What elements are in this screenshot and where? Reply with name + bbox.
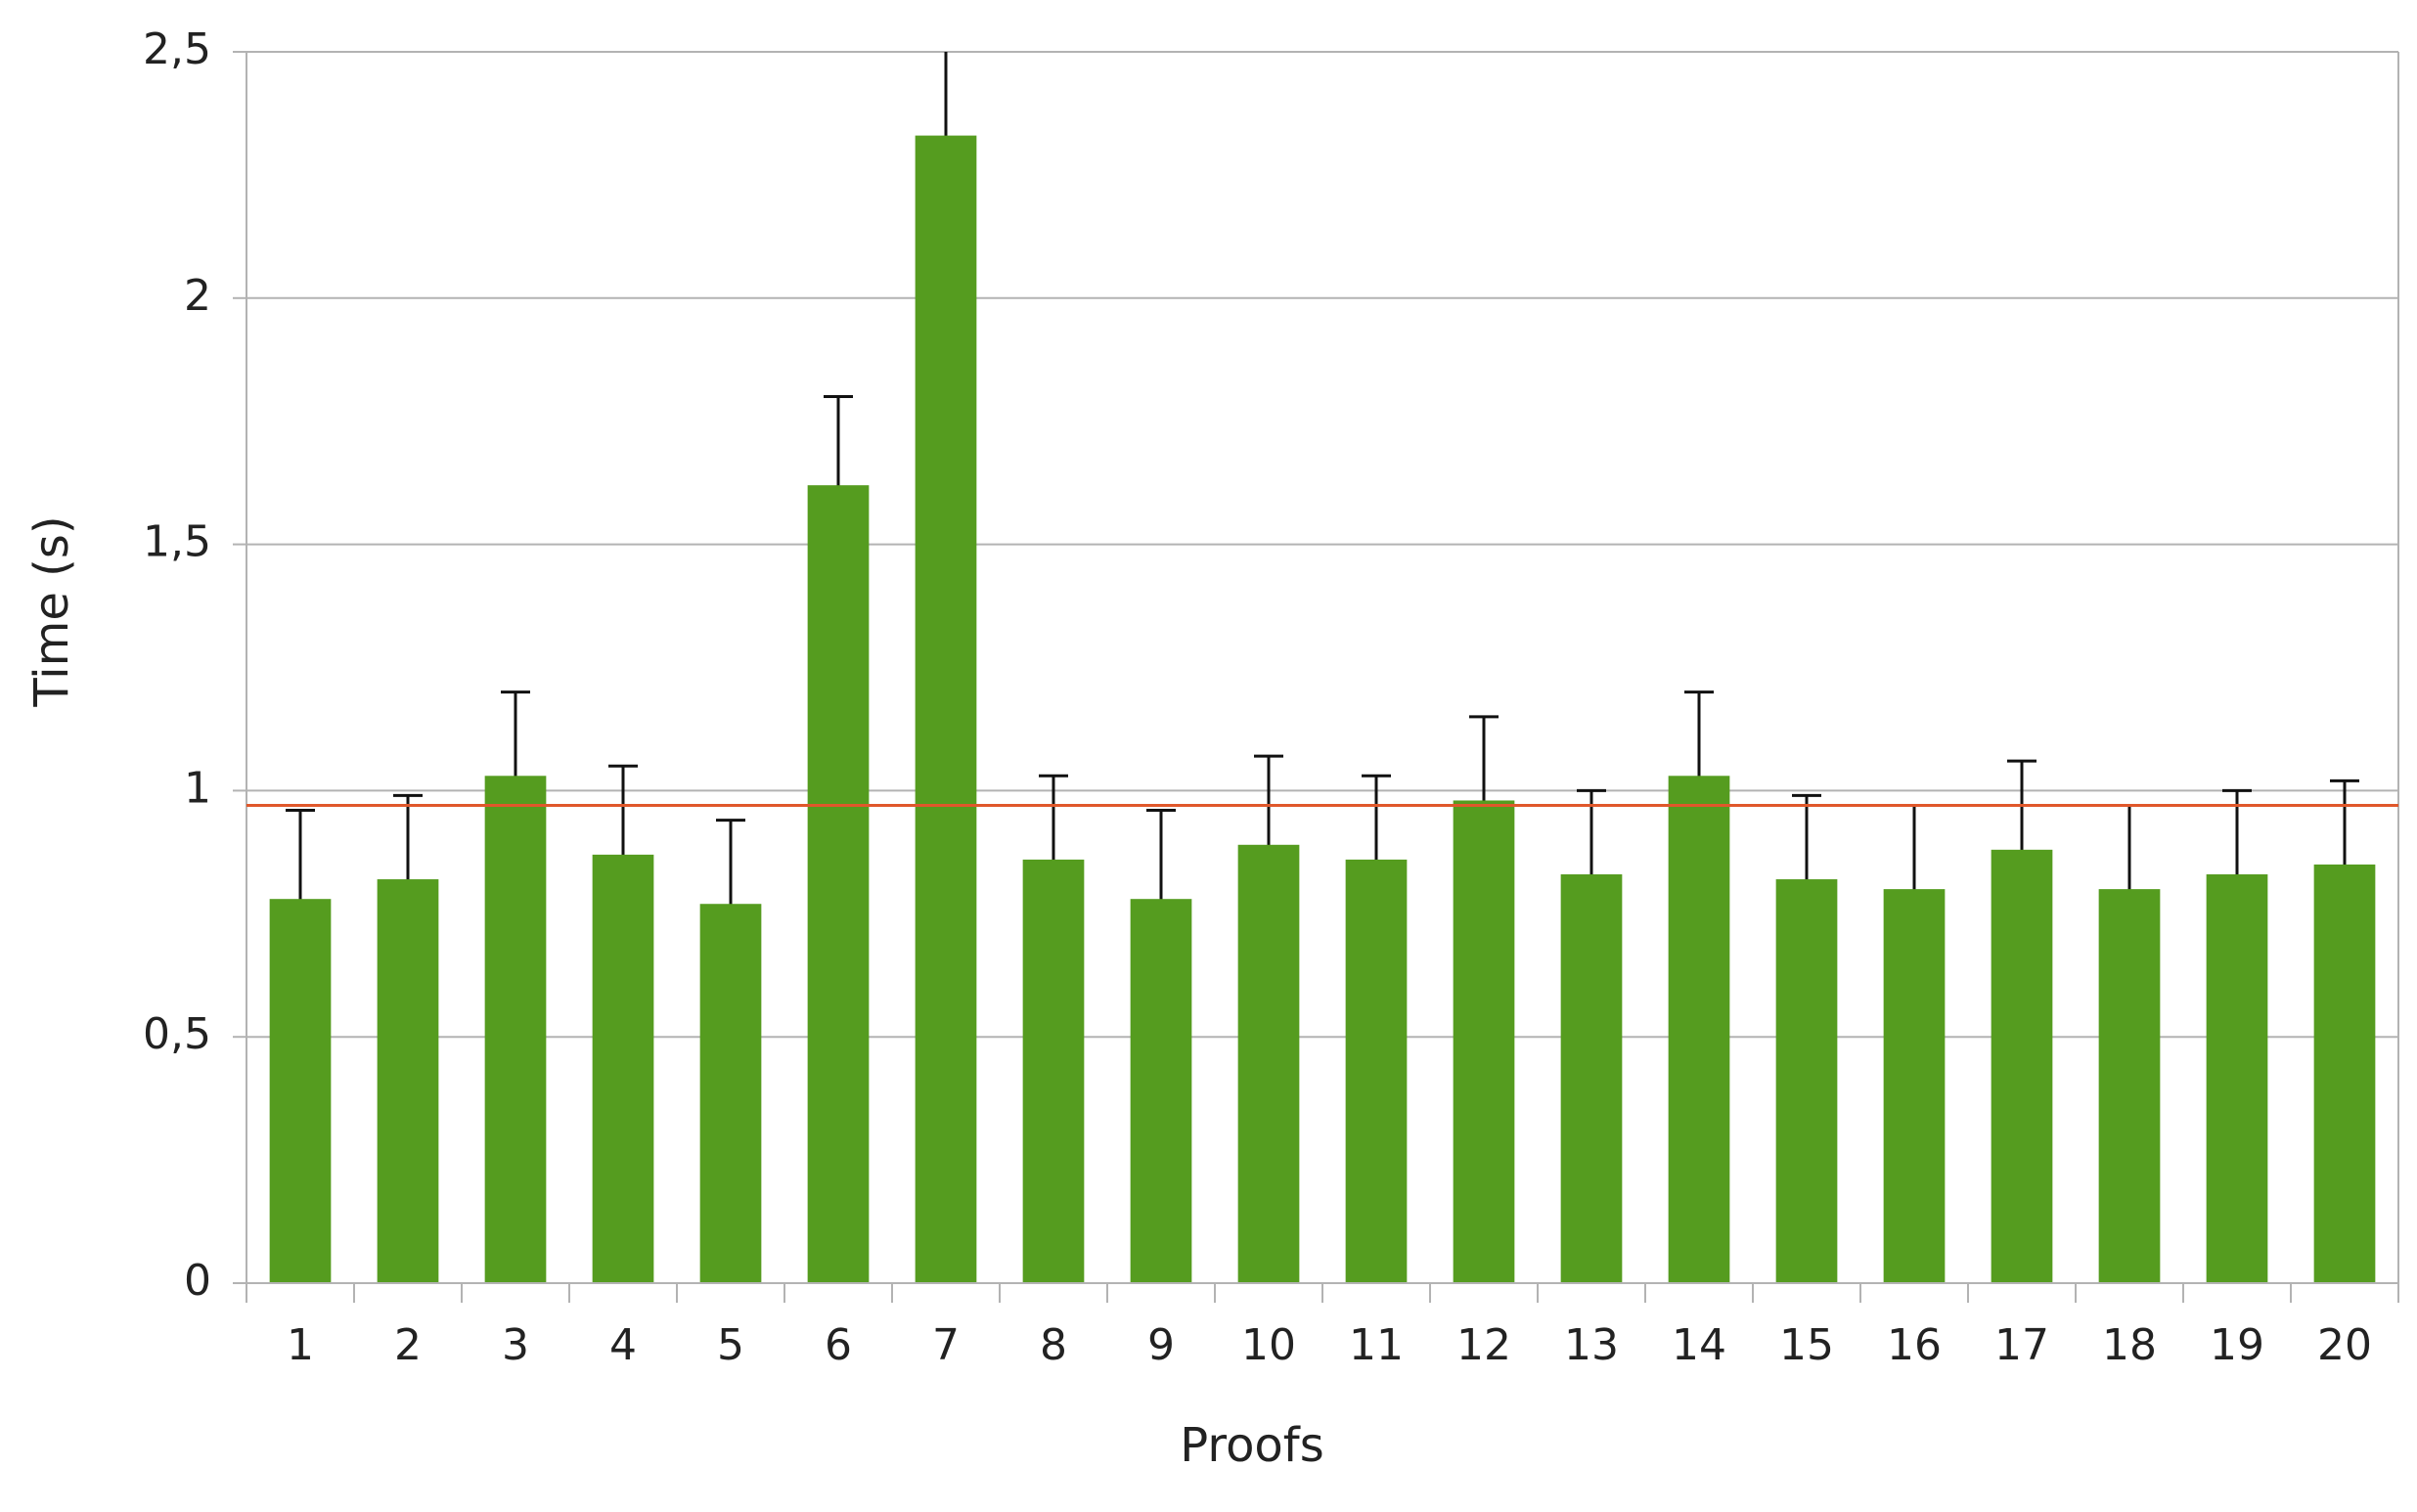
bar [1237, 844, 1300, 1283]
x-tick-label: 14 [1672, 1320, 1726, 1370]
y-tick-label: 0,5 [143, 1009, 211, 1059]
x-tick-label: 7 [932, 1320, 960, 1370]
x-tick-label: 8 [1040, 1320, 1067, 1370]
bar [1668, 776, 1730, 1283]
y-axis-label: Time (s) [24, 515, 79, 707]
bar [1130, 899, 1192, 1283]
bar [377, 879, 439, 1283]
x-tick-label: 17 [1994, 1320, 2049, 1370]
bar [1453, 800, 1515, 1283]
x-tick-label: 2 [394, 1320, 422, 1370]
bar [2313, 864, 2376, 1283]
error-bars [286, 52, 2359, 990]
y-tick-label: 1,5 [143, 517, 211, 567]
bar [2098, 889, 2161, 1283]
x-tick-label: 18 [2102, 1320, 2157, 1370]
x-tick-label: 6 [825, 1320, 852, 1370]
y-tick-label: 0 [184, 1256, 211, 1306]
bar [2206, 874, 2268, 1283]
bar [269, 899, 332, 1283]
bar [592, 854, 654, 1283]
x-tick-label: 16 [1887, 1320, 1942, 1370]
y-tick-label: 2,5 [143, 24, 211, 74]
x-tick-label: 3 [502, 1320, 529, 1370]
x-tick-label: 10 [1241, 1320, 1296, 1370]
bar [1022, 859, 1085, 1283]
bar [807, 485, 870, 1284]
x-tick-label: 20 [2317, 1320, 2372, 1370]
x-tick-label: 15 [1779, 1320, 1834, 1370]
x-tick-label: 1 [287, 1320, 314, 1370]
bar [699, 904, 762, 1283]
bar [484, 776, 547, 1283]
x-axis-label: Proofs [1180, 1418, 1323, 1473]
bar [1883, 889, 1946, 1283]
x-tick-label: 12 [1456, 1320, 1511, 1370]
bar [1991, 849, 2053, 1283]
bar [1345, 859, 1408, 1283]
bar [915, 135, 977, 1283]
bar [1560, 874, 1623, 1283]
x-tick-label: 19 [2210, 1320, 2264, 1370]
x-tick-label: 11 [1349, 1320, 1404, 1370]
x-tick-label: 4 [609, 1320, 637, 1370]
x-tick-label: 9 [1147, 1320, 1175, 1370]
y-tick-label: 1 [184, 763, 211, 813]
y-tick-label: 2 [184, 271, 211, 321]
x-tick-label: 13 [1564, 1320, 1619, 1370]
x-tick-label: 5 [717, 1320, 744, 1370]
bar [1775, 879, 1838, 1283]
